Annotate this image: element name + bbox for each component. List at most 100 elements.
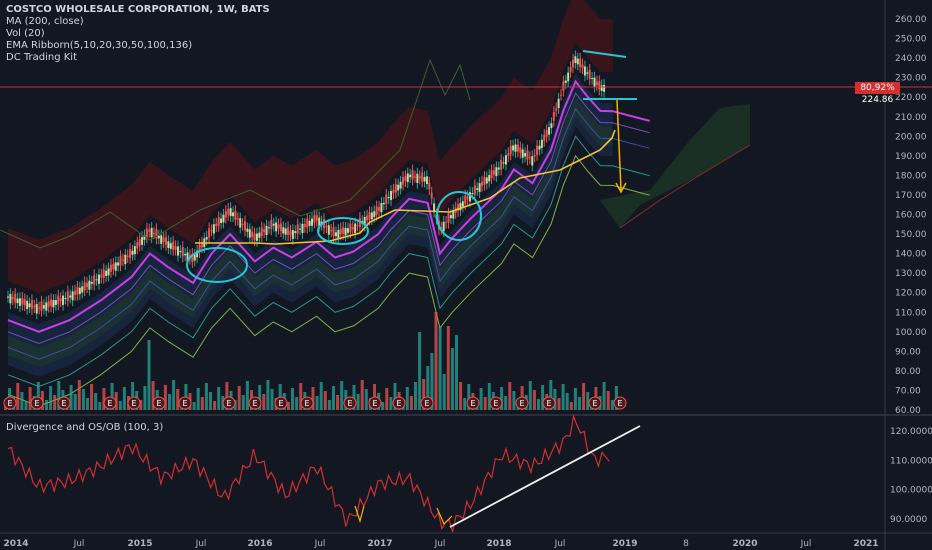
candle-body — [54, 300, 57, 305]
candle-body — [186, 252, 189, 262]
volume-bar — [122, 387, 126, 410]
oscillator-path — [7, 414, 610, 532]
volume-bar — [602, 382, 606, 410]
volume-bar — [241, 395, 245, 410]
volume-bar — [336, 395, 340, 410]
candle-body — [318, 217, 321, 226]
price-candles — [7, 50, 606, 320]
candle-body — [457, 203, 460, 211]
candle-body — [421, 172, 424, 182]
candle-body — [236, 218, 239, 220]
earnings-marker-label: E — [546, 399, 551, 408]
cloud-edge — [619, 144, 751, 229]
candle-body — [303, 223, 306, 227]
candle-body — [555, 108, 558, 111]
earnings-marker-circle — [542, 396, 556, 410]
candle-body — [581, 64, 584, 69]
candle-body — [507, 153, 510, 156]
candle-body — [483, 177, 486, 185]
volume-bar — [487, 383, 491, 410]
legend-ema[interactable]: EMA Ribborn(5,10,20,30,50,100,136) — [6, 40, 193, 51]
candle-body — [301, 223, 304, 234]
candle-body — [45, 302, 48, 311]
candle-body — [246, 228, 249, 232]
candle-body — [162, 237, 165, 243]
candle-body — [220, 218, 223, 223]
candle-body — [88, 280, 91, 290]
earnings-marker-circle — [274, 396, 288, 410]
candle-body — [392, 189, 395, 194]
volume-bar — [446, 326, 450, 410]
candle-body — [490, 170, 493, 179]
volume-bar — [508, 382, 512, 410]
time-tick-label: Jul — [554, 539, 566, 549]
legend-kit[interactable]: DC Trading Kit — [6, 52, 77, 63]
candle-body — [18, 298, 21, 306]
time-tick-label: 2019 — [612, 539, 637, 549]
candle-body — [255, 233, 258, 241]
oscillator-title[interactable]: Divergence and OS/OB (100, 3) — [6, 422, 164, 433]
volume-bar — [569, 402, 573, 410]
volume-bar — [213, 401, 217, 410]
volume-bar — [196, 388, 200, 410]
candle-body — [64, 298, 67, 300]
candle-body — [14, 293, 17, 303]
time-tick-label: 2017 — [367, 539, 392, 549]
candle-body — [588, 69, 591, 80]
time-tick-label: 2016 — [247, 539, 272, 549]
candle-body — [198, 244, 201, 253]
candle-body — [153, 233, 156, 235]
candle-body — [109, 264, 112, 272]
volume-bar — [24, 401, 28, 410]
volume-bar — [356, 394, 360, 410]
volume-bar — [151, 381, 155, 410]
volume-bar — [389, 397, 393, 410]
candle-body — [579, 58, 582, 67]
price-tick-label: 60.00 — [895, 406, 921, 416]
legend-symbol[interactable]: COSTCO WHOLESALE CORPORATION, 1W, BATS — [6, 4, 270, 15]
osc-tick-label: 90.0000 — [890, 515, 927, 525]
candle-body — [210, 230, 213, 232]
volume-bar — [262, 394, 266, 410]
candle-body — [59, 298, 62, 302]
candle-body — [442, 221, 445, 232]
candle-body — [500, 160, 503, 170]
candle-body — [291, 230, 294, 239]
volume-bar — [459, 382, 463, 410]
candle-body — [363, 216, 366, 226]
price-tick-label: 70.00 — [895, 386, 921, 396]
axes: 260.00 250.00 240.00 230.00 220.00 210.00 200.… — [3, 15, 932, 549]
volume-bar — [327, 400, 331, 410]
candle-body — [308, 220, 311, 226]
legend-vol[interactable]: Vol (20) — [6, 28, 45, 39]
oscillator-low-2 — [436, 507, 453, 526]
volume-bar — [258, 385, 262, 410]
candle-body — [528, 157, 531, 159]
volume-bar — [81, 389, 85, 410]
candle-body — [567, 72, 570, 82]
candle-body — [169, 243, 172, 249]
volume-bar — [217, 387, 221, 410]
time-tick-label: 8 — [683, 539, 689, 549]
volume-bar — [192, 402, 196, 410]
volume-bar — [442, 374, 446, 410]
time-tick-label: 2018 — [486, 539, 511, 549]
candle-body — [540, 139, 543, 148]
candle-body — [428, 182, 431, 190]
volume-bar — [422, 379, 426, 410]
volume-bar — [578, 397, 581, 410]
volume-bar — [483, 397, 487, 410]
candle-body — [430, 192, 433, 199]
price-change: 80,92% — [860, 83, 895, 93]
candle-body — [299, 228, 302, 230]
candle-body — [476, 188, 479, 190]
ribbon-green-band — [8, 97, 613, 367]
volume-bar — [118, 401, 122, 410]
earnings-marker-circle — [420, 396, 434, 410]
volume-bar — [561, 384, 565, 410]
legend-ma[interactable]: MA (200, close) — [6, 16, 84, 27]
volume-bar — [565, 393, 569, 410]
volume-bar — [270, 389, 274, 410]
volume-bar — [143, 386, 147, 410]
